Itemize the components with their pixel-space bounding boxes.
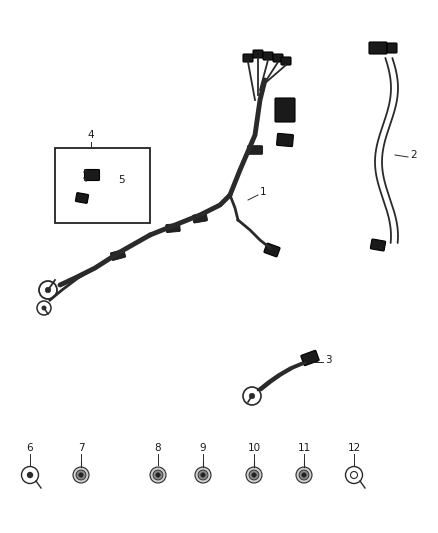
Bar bbox=[55, 148, 150, 223]
FancyBboxPatch shape bbox=[387, 43, 397, 53]
Text: 12: 12 bbox=[347, 443, 360, 453]
FancyBboxPatch shape bbox=[85, 169, 99, 181]
Text: 10: 10 bbox=[247, 443, 261, 453]
Circle shape bbox=[198, 470, 208, 480]
FancyBboxPatch shape bbox=[75, 192, 88, 203]
Text: 9: 9 bbox=[200, 443, 206, 453]
FancyBboxPatch shape bbox=[276, 133, 293, 147]
FancyBboxPatch shape bbox=[243, 54, 253, 62]
Text: 2: 2 bbox=[410, 150, 417, 160]
Text: 5: 5 bbox=[118, 175, 125, 185]
Text: 4: 4 bbox=[88, 130, 95, 140]
FancyBboxPatch shape bbox=[369, 42, 387, 54]
Text: 3: 3 bbox=[325, 355, 332, 365]
Circle shape bbox=[45, 287, 51, 293]
FancyBboxPatch shape bbox=[273, 54, 283, 62]
Text: 8: 8 bbox=[155, 443, 161, 453]
Circle shape bbox=[153, 470, 163, 480]
Text: 1: 1 bbox=[260, 187, 267, 197]
Circle shape bbox=[252, 473, 256, 477]
Circle shape bbox=[249, 393, 255, 399]
Circle shape bbox=[79, 473, 83, 477]
Circle shape bbox=[156, 473, 160, 477]
Text: 11: 11 bbox=[297, 443, 311, 453]
Circle shape bbox=[28, 472, 32, 478]
Circle shape bbox=[73, 467, 89, 483]
Circle shape bbox=[296, 467, 312, 483]
FancyBboxPatch shape bbox=[275, 98, 295, 122]
Circle shape bbox=[249, 470, 259, 480]
FancyBboxPatch shape bbox=[253, 50, 263, 58]
FancyBboxPatch shape bbox=[110, 249, 126, 261]
FancyBboxPatch shape bbox=[193, 213, 208, 223]
FancyBboxPatch shape bbox=[281, 57, 291, 65]
FancyBboxPatch shape bbox=[263, 52, 273, 60]
Circle shape bbox=[201, 473, 205, 477]
FancyBboxPatch shape bbox=[371, 239, 385, 251]
Circle shape bbox=[150, 467, 166, 483]
Text: 6: 6 bbox=[27, 443, 33, 453]
Circle shape bbox=[246, 467, 262, 483]
Circle shape bbox=[76, 470, 86, 480]
FancyBboxPatch shape bbox=[247, 146, 263, 154]
Circle shape bbox=[302, 473, 306, 477]
FancyBboxPatch shape bbox=[301, 350, 319, 366]
Circle shape bbox=[195, 467, 211, 483]
FancyBboxPatch shape bbox=[166, 223, 180, 232]
Circle shape bbox=[42, 306, 46, 310]
Text: 7: 7 bbox=[78, 443, 84, 453]
Circle shape bbox=[299, 470, 309, 480]
FancyBboxPatch shape bbox=[264, 243, 280, 257]
